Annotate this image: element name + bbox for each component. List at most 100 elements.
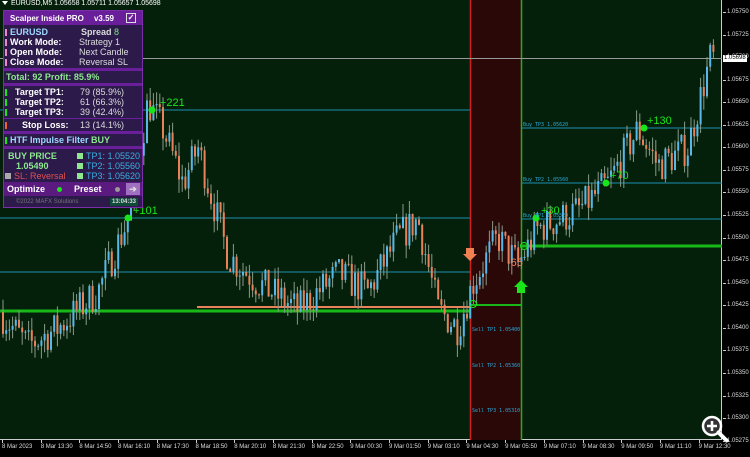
preset-button[interactable]: Preset	[74, 184, 102, 194]
tp3-price: TP3: 1.05620	[77, 171, 140, 181]
candle-body	[117, 234, 120, 269]
tp3-row: Target TP3: 39 (42.4%)	[4, 107, 142, 117]
candle-body	[46, 333, 49, 350]
candle-body	[350, 263, 353, 296]
candle-body	[520, 257, 523, 263]
candle-body	[75, 300, 78, 311]
candle-body	[254, 290, 257, 295]
candle-body	[194, 146, 196, 157]
candle-body	[382, 254, 385, 267]
candle-body	[59, 324, 62, 334]
candle-body	[395, 225, 398, 233]
candle-body	[478, 277, 481, 286]
price-tick: 1.05375	[723, 347, 749, 354]
candle-body	[610, 170, 612, 177]
candle-body	[584, 185, 587, 204]
candle-body	[296, 293, 299, 312]
candle-body	[11, 325, 14, 330]
candle-body	[347, 263, 350, 265]
candle-body	[312, 309, 315, 311]
price-tick: 1.05600	[723, 144, 749, 151]
arrow-right-icon[interactable]: ➔	[126, 183, 140, 195]
candle-body	[85, 308, 88, 315]
candle-body	[683, 134, 686, 167]
price-tick: 1.05425	[723, 302, 749, 309]
candle-body	[539, 224, 542, 227]
candle-body	[370, 282, 372, 289]
sell-tp3-label: Sell TP3 1.05310	[472, 408, 521, 414]
optimize-button[interactable]: Optimize	[7, 184, 46, 194]
candle-body	[107, 251, 110, 261]
time-tick: 9 Mar 11:10	[659, 440, 692, 450]
candle-body	[174, 150, 177, 156]
work-mode-row: Work Mode: Strategy 1	[4, 37, 142, 47]
candle-body	[245, 271, 248, 276]
price-tick: 1.05725	[723, 31, 749, 38]
candle-body	[184, 176, 187, 189]
price-tick: 1.05500	[723, 234, 749, 241]
candle-body	[363, 271, 366, 280]
time-tick: 8 Mar 14:50	[79, 440, 112, 450]
close-mode-row: Close Mode: Reversal SL	[4, 57, 142, 67]
zoom-icon[interactable]	[700, 414, 730, 444]
candle-body	[40, 340, 43, 346]
candle-body	[434, 277, 436, 280]
tp1-row: Target TP1: 79 (85.9%)	[4, 87, 142, 97]
candle-body	[8, 329, 11, 331]
candle-body	[267, 269, 270, 297]
candle-body	[168, 132, 171, 142]
candle-body	[661, 159, 664, 180]
candle-body	[206, 188, 209, 194]
time-tick: 9 Mar 00:30	[350, 440, 383, 450]
candle-body	[283, 287, 286, 307]
candle-body	[18, 319, 20, 328]
candle-body	[62, 324, 65, 331]
candle-body	[219, 202, 222, 213]
buy-arrow-icon	[514, 280, 528, 293]
candle-body	[299, 290, 302, 312]
candle-body	[571, 203, 574, 226]
candle-body	[165, 138, 168, 142]
candle-body	[251, 284, 254, 291]
candle-body	[98, 284, 100, 309]
take-profit-dot	[602, 179, 610, 187]
preset-status-icon	[115, 187, 120, 192]
checkbox-icon[interactable]: ✓	[126, 13, 136, 23]
signal-zone	[470, 0, 521, 440]
candle-body	[667, 148, 670, 154]
candle-body	[590, 190, 593, 208]
loss-marker: -65	[507, 257, 523, 269]
candle-body	[338, 259, 340, 263]
price-axis: 1.057501.057251.057001.056751.056501.056…	[723, 0, 750, 444]
candle-body	[178, 155, 180, 180]
candle-body	[331, 266, 334, 279]
candle-body	[366, 279, 369, 289]
chart-area[interactable]: EURUSD,M5 1.05658 1.05711 1.05657 1.0569…	[0, 0, 729, 443]
candle-body	[494, 230, 497, 234]
candle-body	[21, 327, 24, 333]
candle-body	[187, 170, 190, 189]
buy-tp2-label: Buy TP2 1.05560	[523, 177, 569, 183]
time-tick: 8 Mar 18:50	[195, 440, 228, 450]
take-profit-dot	[124, 214, 132, 222]
candle-body	[78, 292, 81, 311]
candle-body	[485, 252, 488, 274]
candle-body	[258, 294, 260, 296]
candle-body	[357, 272, 360, 300]
candle-body	[597, 181, 600, 194]
profit-marker: +30	[541, 205, 560, 217]
take-profit-dot	[532, 214, 540, 222]
candle-body	[517, 247, 520, 263]
candle-body	[504, 231, 507, 236]
candle-body	[686, 155, 689, 167]
sell-arrow-icon	[463, 248, 477, 261]
candle-body	[91, 285, 94, 312]
entry-circle	[469, 300, 477, 308]
candle-body	[309, 293, 312, 310]
candle-body	[674, 150, 676, 171]
price-tick: 1.05575	[723, 166, 749, 173]
candle-body	[606, 176, 609, 179]
candle-body	[277, 278, 280, 299]
candle-body	[443, 304, 446, 315]
time-tick: 8 Mar 17:30	[156, 440, 189, 450]
